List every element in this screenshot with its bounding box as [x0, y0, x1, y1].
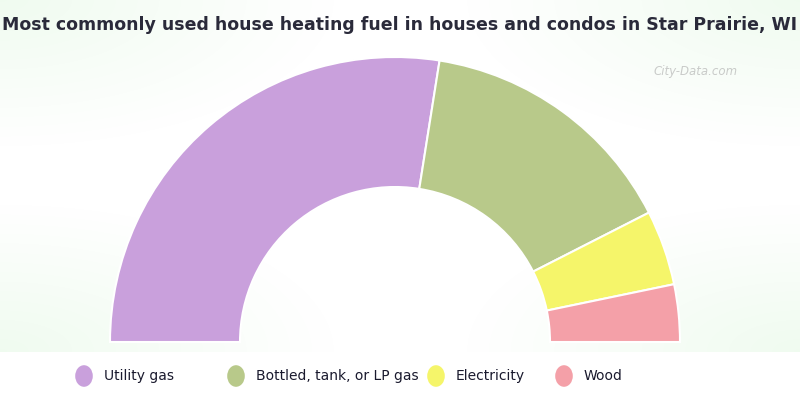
Ellipse shape — [555, 365, 573, 387]
Text: Wood: Wood — [584, 369, 623, 383]
Wedge shape — [546, 284, 680, 342]
Text: Most commonly used house heating fuel in houses and condos in Star Prairie, WI: Most commonly used house heating fuel in… — [2, 16, 798, 34]
Ellipse shape — [427, 365, 445, 387]
Text: Utility gas: Utility gas — [104, 369, 174, 383]
Text: City-Data.com: City-Data.com — [654, 66, 738, 78]
Ellipse shape — [75, 365, 93, 387]
Text: Bottled, tank, or LP gas: Bottled, tank, or LP gas — [256, 369, 418, 383]
Ellipse shape — [227, 365, 245, 387]
Wedge shape — [533, 213, 674, 310]
Text: Electricity: Electricity — [456, 369, 525, 383]
Wedge shape — [110, 57, 439, 342]
Wedge shape — [419, 60, 649, 272]
